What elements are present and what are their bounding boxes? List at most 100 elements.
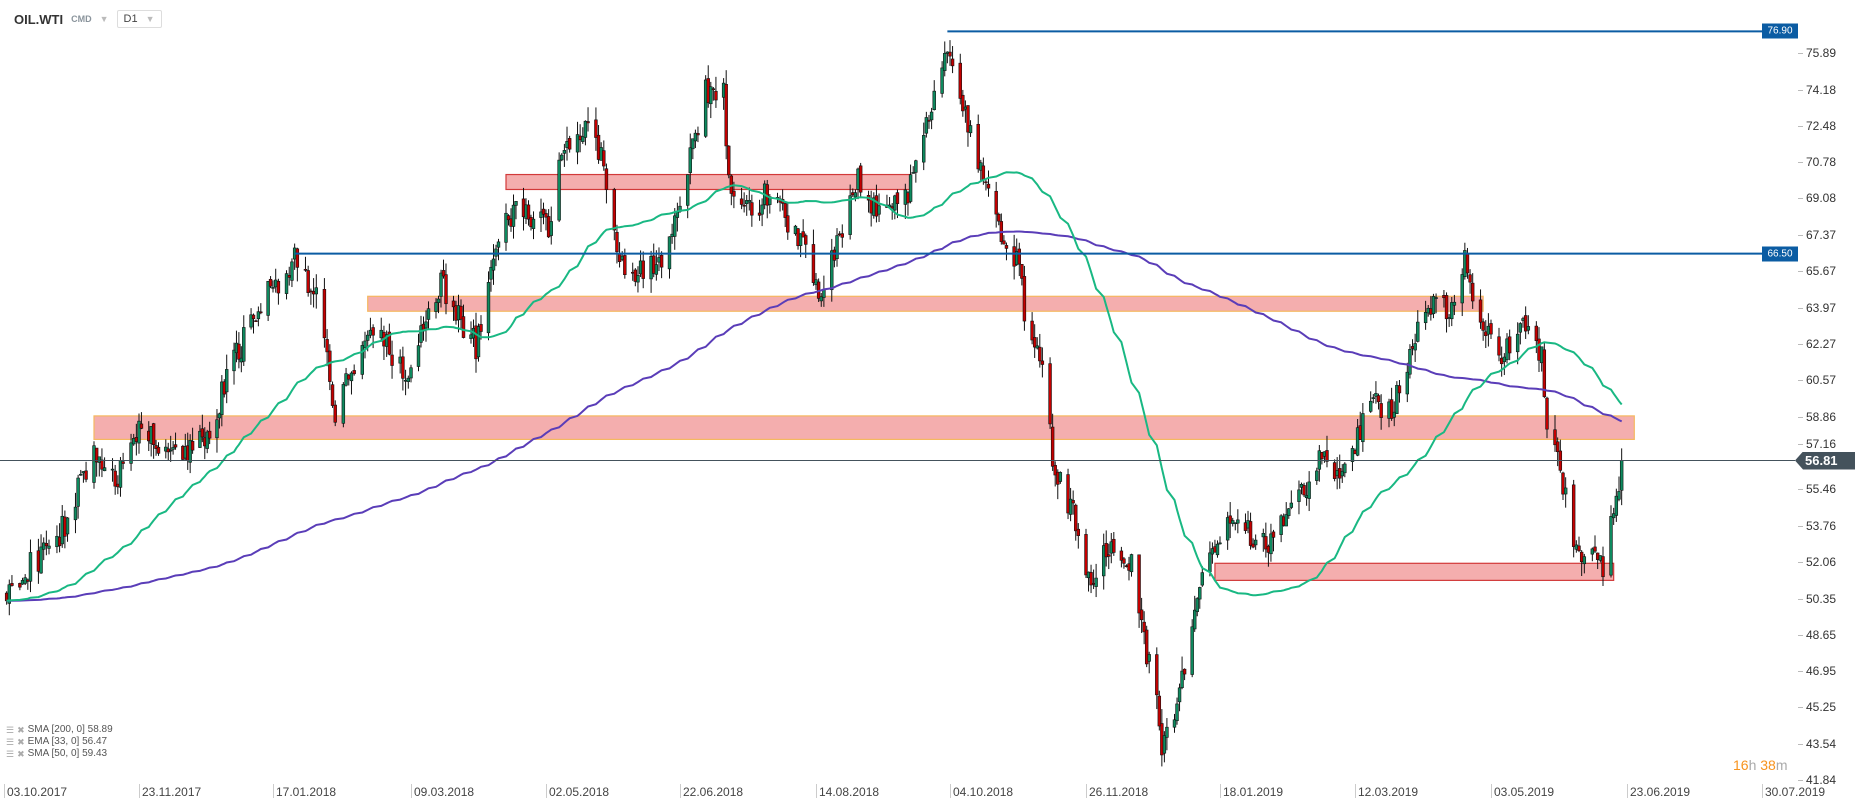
price-axis-label: 57.16 — [1797, 436, 1837, 451]
candle — [786, 215, 790, 233]
market-type: CMD — [71, 14, 92, 24]
candle — [1066, 474, 1070, 514]
indicator-legend: ☰ ✖ SMA [200, 0] 58.89 ☰ ✖ EMA [33, 0] 56.47… — [6, 724, 113, 760]
candle — [1032, 337, 1037, 348]
candle — [168, 449, 173, 452]
date-axis-label: 23.06.2019 — [1627, 784, 1690, 799]
settings-icon[interactable]: ☰ — [6, 737, 15, 747]
candle — [615, 231, 619, 253]
candle — [685, 174, 690, 206]
candle — [347, 374, 351, 380]
candle — [409, 367, 413, 379]
candle — [514, 201, 518, 206]
legend-item-sma200[interactable]: ☰ ✖ SMA [200, 0] 58.89 — [6, 724, 113, 736]
candle — [113, 470, 117, 487]
candle — [398, 356, 402, 364]
candle — [271, 287, 275, 289]
candle — [489, 266, 493, 280]
close-icon[interactable]: ✖ — [17, 737, 25, 747]
level-price-tag[interactable]: 76.90 — [1762, 23, 1798, 39]
candle — [997, 213, 1001, 222]
candle — [84, 470, 88, 480]
candle — [1423, 312, 1428, 324]
candle — [1619, 460, 1624, 491]
candle — [1307, 481, 1311, 499]
candle — [352, 370, 356, 375]
candle — [750, 202, 754, 216]
candle — [1468, 274, 1472, 283]
date-axis-label: 09.03.2018 — [411, 784, 474, 799]
timer-m: m — [1775, 757, 1788, 773]
candle — [1017, 248, 1021, 265]
chevron-down-icon[interactable]: ▼ — [99, 14, 109, 24]
candle — [102, 467, 107, 472]
candle — [1040, 360, 1045, 365]
timer-h: h — [1748, 757, 1757, 773]
candle — [948, 51, 952, 57]
candle — [436, 298, 441, 303]
candle — [406, 377, 410, 382]
candle — [434, 302, 438, 312]
close-icon[interactable]: ✖ — [17, 725, 25, 735]
candle — [623, 255, 627, 276]
candle — [251, 314, 256, 319]
candle — [10, 583, 14, 586]
candle — [804, 235, 808, 245]
candle — [1408, 349, 1412, 375]
candle — [121, 461, 125, 464]
candle — [73, 506, 78, 521]
candle — [1515, 333, 1520, 353]
candle — [1609, 516, 1613, 576]
legend-item-ema33[interactable]: ☰ ✖ EMA [33, 0] 56.47 — [6, 736, 113, 748]
price-axis-label: 67.37 — [1797, 227, 1837, 242]
symbol-name[interactable]: OIL.WTI — [14, 11, 64, 27]
candle — [1302, 485, 1306, 496]
date-axis-label: 03.05.2019 — [1491, 784, 1554, 799]
candle — [950, 58, 955, 67]
price-axis-label: 62.27 — [1797, 336, 1837, 351]
candle — [451, 300, 456, 308]
candle — [1048, 363, 1052, 425]
candle — [1236, 519, 1240, 524]
candle — [783, 203, 787, 218]
candle — [1392, 411, 1396, 418]
candle — [1542, 349, 1547, 397]
candle — [557, 159, 561, 221]
candle — [932, 90, 936, 110]
timeframe-select[interactable]: D1 ▼ — [116, 10, 162, 28]
candle — [220, 381, 224, 416]
candle — [732, 190, 736, 197]
candle — [1084, 534, 1088, 576]
close-icon[interactable]: ✖ — [17, 749, 25, 759]
candle — [1368, 400, 1373, 412]
candle — [1563, 487, 1568, 495]
candle — [1157, 695, 1162, 727]
candle — [1465, 253, 1470, 274]
candle — [1094, 577, 1098, 587]
candle — [562, 150, 567, 154]
settings-icon[interactable]: ☰ — [6, 749, 15, 759]
candle — [1261, 533, 1266, 538]
settings-icon[interactable]: ☰ — [6, 725, 15, 735]
legend-item-sma50[interactable]: ☰ ✖ SMA [50, 0] 59.43 — [6, 748, 113, 760]
candle — [303, 268, 308, 271]
candle — [441, 270, 446, 277]
candle — [747, 200, 751, 203]
price-axis-label: 70.78 — [1797, 155, 1837, 170]
price-axis-label: 53.76 — [1797, 518, 1837, 533]
candle — [531, 218, 536, 229]
candle — [1248, 521, 1253, 546]
candle-countdown: 16h 38m — [1733, 757, 1788, 773]
candle — [198, 430, 202, 448]
level-price-tag[interactable]: 66.50 — [1762, 246, 1798, 262]
candle — [1155, 654, 1159, 696]
candle — [1076, 528, 1081, 536]
candle — [1389, 399, 1394, 419]
candle — [190, 440, 195, 451]
candle — [1177, 687, 1182, 703]
candle — [1180, 670, 1184, 688]
candle — [110, 468, 115, 471]
support-resistance-zone — [367, 295, 1484, 312]
candle — [594, 119, 598, 138]
